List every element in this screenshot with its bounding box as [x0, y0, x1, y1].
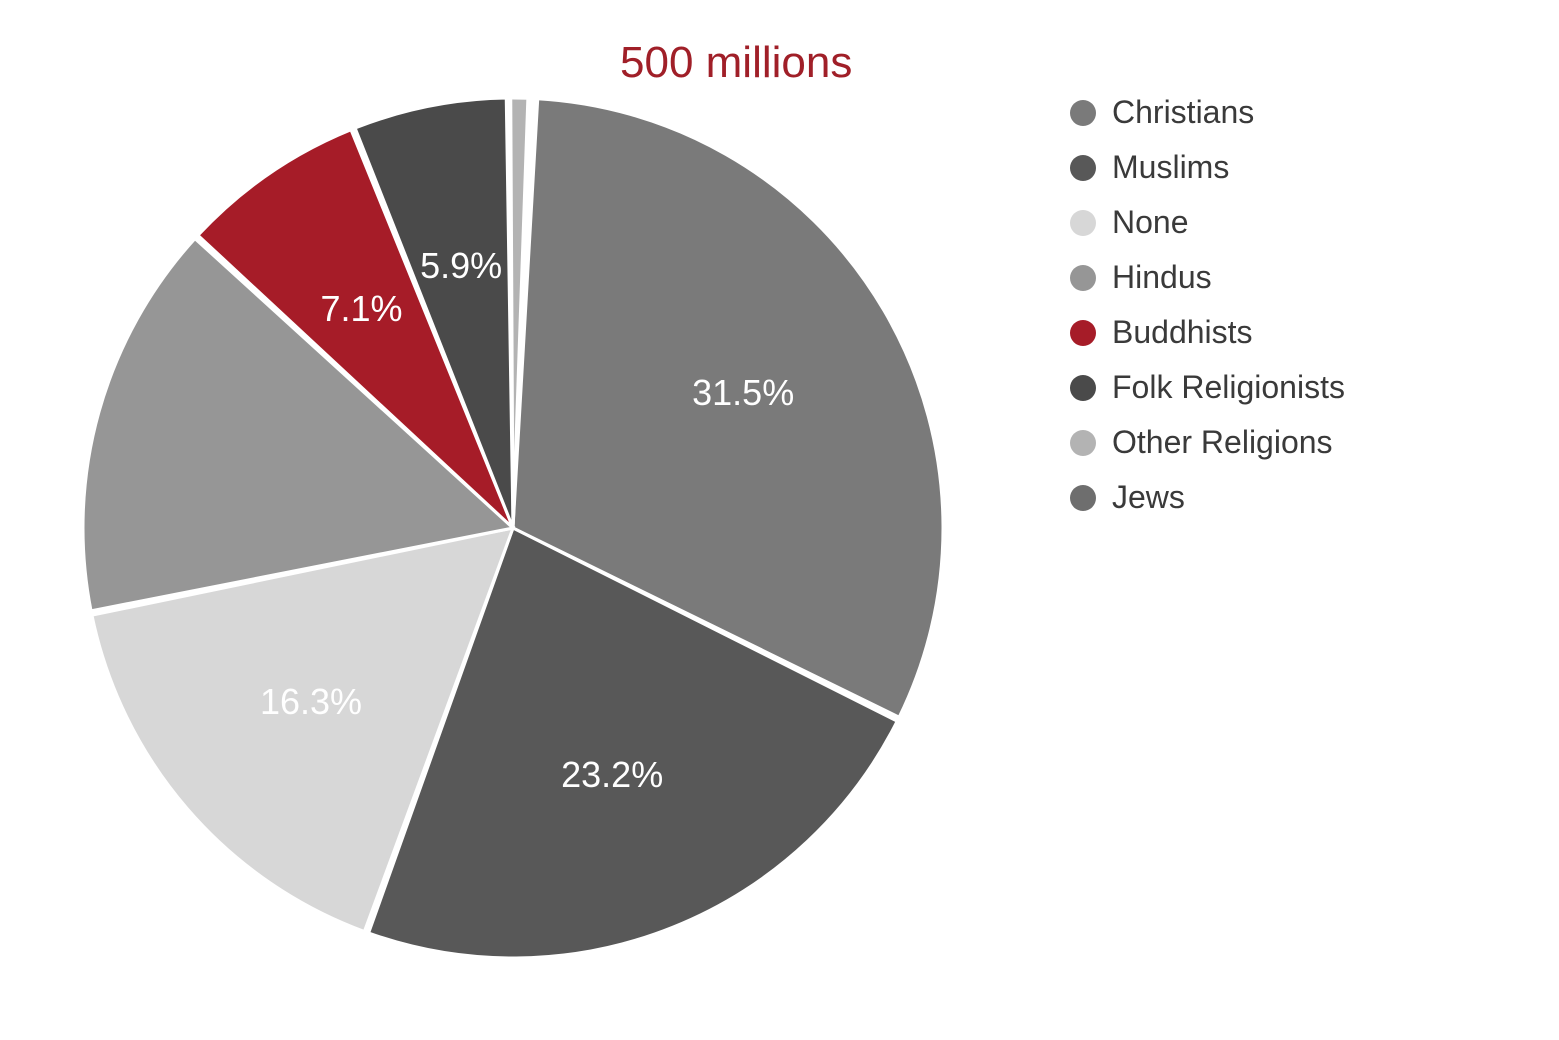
- legend-item[interactable]: Christians: [1070, 94, 1345, 131]
- legend-label: Buddhists: [1112, 314, 1253, 351]
- legend-swatch-icon: [1070, 485, 1096, 511]
- legend-item[interactable]: Muslims: [1070, 149, 1345, 186]
- legend-label: Muslims: [1112, 149, 1229, 186]
- legend-item[interactable]: None: [1070, 204, 1345, 241]
- legend-label: Hindus: [1112, 259, 1212, 296]
- legend-item[interactable]: Hindus: [1070, 259, 1345, 296]
- legend-swatch-icon: [1070, 375, 1096, 401]
- pie-svg: [73, 88, 953, 968]
- legend-label: Other Religions: [1112, 424, 1333, 461]
- chart-stage: 500 millions Christians Muslims None Hindus…: [0, 0, 1559, 1040]
- pie-chart: [73, 88, 953, 973]
- legend: Christians Muslims None Hindus Buddhists Folk…: [1070, 94, 1345, 516]
- legend-swatch-icon: [1070, 155, 1096, 181]
- legend-item[interactable]: Buddhists: [1070, 314, 1345, 351]
- legend-label: None: [1112, 204, 1189, 241]
- legend-label: Christians: [1112, 94, 1254, 131]
- legend-item[interactable]: Jews: [1070, 479, 1345, 516]
- legend-swatch-icon: [1070, 265, 1096, 291]
- chart-title: 500 millions: [620, 38, 852, 88]
- legend-label: Folk Religionists: [1112, 369, 1345, 406]
- legend-swatch-icon: [1070, 430, 1096, 456]
- legend-item[interactable]: Folk Religionists: [1070, 369, 1345, 406]
- legend-swatch-icon: [1070, 320, 1096, 346]
- legend-swatch-icon: [1070, 100, 1096, 126]
- legend-swatch-icon: [1070, 210, 1096, 236]
- legend-label: Jews: [1112, 479, 1185, 516]
- legend-item[interactable]: Other Religions: [1070, 424, 1345, 461]
